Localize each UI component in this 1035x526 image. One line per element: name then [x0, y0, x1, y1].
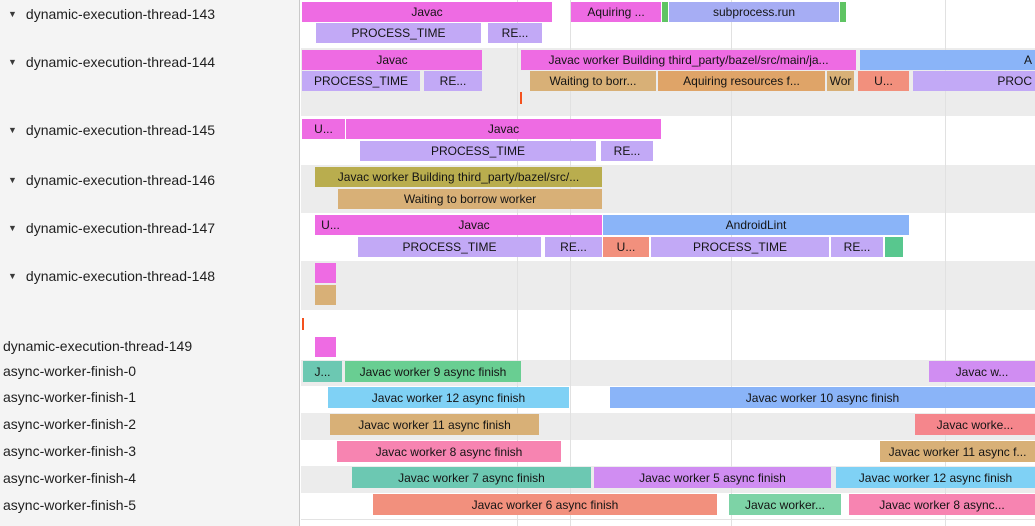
collapse-arrow-icon[interactable]: ▼	[8, 270, 17, 281]
track-name-label: async-worker-finish-2	[3, 416, 137, 432]
track-name-label: dynamic-execution-thread-147	[25, 220, 216, 236]
track-name-label: dynamic-execution-thread-143	[25, 6, 216, 22]
sidebar-track-dynamic-execution-thread-146[interactable]: ▼ dynamic-execution-thread-146	[0, 172, 215, 188]
sidebar-track-dynamic-execution-thread-145[interactable]: ▼ dynamic-execution-thread-145	[0, 122, 215, 138]
trace-slice[interactable]: Javac worker 5 async finish	[594, 467, 831, 488]
track-lane	[301, 261, 1035, 310]
trace-slice[interactable]: Javac	[302, 2, 552, 22]
trace-slice[interactable]: PROCESS_TIME	[358, 237, 541, 257]
trace-slice[interactable]: Javac w...	[929, 361, 1035, 382]
trace-slice[interactable]: Javac worker 8 async...	[849, 494, 1035, 515]
trace-slice[interactable]: Javac worker Building third_party/bazel/…	[521, 50, 856, 70]
sidebar-track-dynamic-execution-thread-143[interactable]: ▼ dynamic-execution-thread-143	[0, 6, 215, 22]
instant-marker[interactable]	[302, 318, 304, 330]
sidebar-track-dynamic-execution-thread-147[interactable]: ▼ dynamic-execution-thread-147	[0, 220, 215, 236]
trace-slice[interactable]: Javac	[302, 50, 482, 70]
trace-slice[interactable]: U...	[315, 215, 346, 235]
trace-slice[interactable]: PROCESS_TIME	[316, 23, 481, 43]
trace-slice[interactable]: J...	[303, 361, 342, 382]
trace-slice[interactable]: RE...	[601, 141, 653, 161]
gridline	[731, 0, 732, 526]
sidebar-track-async-worker-finish-3[interactable]: async-worker-finish-3	[0, 443, 136, 459]
track-name-label: dynamic-execution-thread-144	[25, 54, 216, 70]
trace-slice[interactable]: Javac worker Building third_party/bazel/…	[315, 167, 602, 187]
trace-slice[interactable]: Javac	[346, 215, 602, 235]
track-name-sidebar: ▼ dynamic-execution-thread-143 ▼ dynamic-ex…	[0, 0, 300, 526]
trace-slice[interactable]: Javac worker 10 async finish	[610, 387, 1035, 408]
trace-slice[interactable]: Javac worker 12 async finish	[328, 387, 569, 408]
sidebar-track-async-worker-finish-2[interactable]: async-worker-finish-2	[0, 416, 136, 432]
trace-slice[interactable]: U...	[858, 71, 909, 91]
track-name-label: async-worker-finish-1	[3, 389, 137, 405]
trace-slice[interactable]: Javac worker 7 async finish	[352, 467, 591, 488]
track-name-label: dynamic-execution-thread-148	[25, 268, 216, 284]
trace-slice[interactable]: PROCESS_TIME	[651, 237, 829, 257]
collapse-arrow-icon[interactable]: ▼	[8, 56, 17, 67]
trace-slice[interactable]	[315, 337, 336, 357]
trace-slice[interactable]: RE...	[545, 237, 602, 257]
trace-slice[interactable]: Javac worker...	[729, 494, 841, 515]
gridline	[570, 0, 571, 526]
gridline	[945, 0, 946, 526]
trace-slice[interactable]: RE...	[424, 71, 482, 91]
trace-slice[interactable]: PROCESS_TIME	[360, 141, 596, 161]
track-name-label: async-worker-finish-0	[3, 363, 137, 379]
trace-slice[interactable]: Javac worker 9 async finish	[345, 361, 521, 382]
sidebar-track-async-worker-finish-5[interactable]: async-worker-finish-5	[0, 497, 136, 513]
sidebar-track-async-worker-finish-4[interactable]: async-worker-finish-4	[0, 470, 136, 486]
instant-marker[interactable]	[520, 92, 522, 104]
trace-slice[interactable]: PROCESS_TIME	[302, 71, 420, 91]
trace-slice[interactable]: RE...	[488, 23, 542, 43]
sidebar-track-async-worker-finish-1[interactable]: async-worker-finish-1	[0, 389, 136, 405]
trace-slice[interactable]: A	[860, 50, 1035, 70]
trace-slice[interactable]: Javac worker 12 async finish	[836, 467, 1035, 488]
trace-slice[interactable]: PROC	[913, 71, 1035, 91]
collapse-arrow-icon[interactable]: ▼	[8, 8, 17, 19]
sidebar-track-dynamic-execution-thread-148[interactable]: ▼ dynamic-execution-thread-148	[0, 268, 215, 284]
track-name-label: async-worker-finish-4	[3, 470, 137, 486]
track-lane	[301, 335, 1035, 360]
trace-slice[interactable]: U...	[302, 119, 345, 139]
trace-slice[interactable]: Waiting to borrow worker	[338, 189, 602, 209]
track-name-label: dynamic-execution-thread-145	[25, 122, 216, 138]
track-separator	[301, 519, 1035, 520]
trace-slice[interactable]: Wor	[827, 71, 854, 91]
trace-slice[interactable]: Javac worker 8 async finish	[337, 441, 561, 462]
trace-slice[interactable]	[315, 285, 336, 305]
trace-slice[interactable]: U...	[603, 237, 649, 257]
sidebar-track-dynamic-execution-thread-149[interactable]: dynamic-execution-thread-149	[0, 338, 192, 354]
trace-slice[interactable]	[662, 2, 668, 22]
track-name-label: async-worker-finish-3	[3, 443, 137, 459]
collapse-arrow-icon[interactable]: ▼	[8, 174, 17, 185]
trace-slice[interactable]: Javac worker 11 async finish	[330, 414, 539, 435]
track-name-label: dynamic-execution-thread-146	[25, 172, 216, 188]
trace-slice[interactable]: Javac	[346, 119, 661, 139]
trace-slice[interactable]: subprocess.run	[669, 2, 839, 22]
trace-slice[interactable]	[885, 237, 903, 257]
trace-slice[interactable]: Waiting to borr...	[530, 71, 656, 91]
trace-slice[interactable]: RE...	[831, 237, 883, 257]
gridline	[517, 0, 518, 526]
trace-slice[interactable]: Javac worker 11 async f...	[880, 441, 1035, 462]
sidebar-track-dynamic-execution-thread-144[interactable]: ▼ dynamic-execution-thread-144	[0, 54, 215, 70]
collapse-arrow-icon[interactable]: ▼	[8, 124, 17, 135]
trace-canvas[interactable]: Javac Aquiring ... subprocess.run PROCESS_T…	[301, 0, 1035, 526]
track-name-label: async-worker-finish-5	[3, 497, 137, 513]
collapse-arrow-icon[interactable]: ▼	[8, 222, 17, 233]
trace-slice[interactable]: Javac worker 6 async finish	[373, 494, 717, 515]
trace-slice[interactable]: Aquiring resources f...	[658, 71, 825, 91]
trace-slice[interactable]: Aquiring ...	[571, 2, 661, 22]
track-name-label: dynamic-execution-thread-149	[3, 338, 193, 354]
track-lane	[301, 310, 1035, 335]
trace-slice[interactable]	[315, 263, 336, 283]
trace-slice[interactable]: Javac worke...	[915, 414, 1035, 435]
sidebar-track-async-worker-finish-0[interactable]: async-worker-finish-0	[0, 363, 136, 379]
trace-slice[interactable]	[840, 2, 846, 22]
trace-slice[interactable]: AndroidLint	[603, 215, 909, 235]
